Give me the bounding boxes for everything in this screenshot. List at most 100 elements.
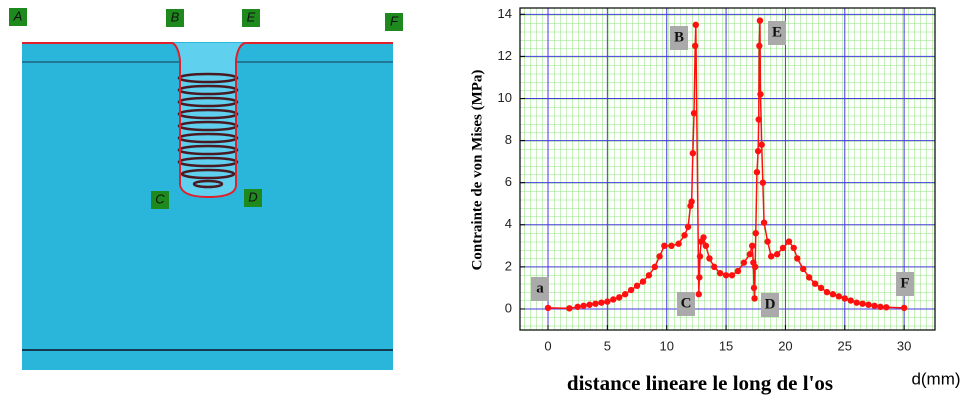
x-tick-label: 5 [604,338,611,353]
data-point [688,198,695,205]
annotation-box [677,292,695,316]
data-point [734,267,742,275]
label-box [151,191,169,209]
data-point [598,299,605,306]
data-point [702,242,710,250]
data-point [574,303,581,311]
data-point [681,232,688,239]
data-point [823,288,831,296]
data-point [811,280,819,287]
y-tick-label: 0 [505,300,512,315]
data-point [633,282,641,290]
data-point [773,251,781,258]
x-tick-label: 30 [897,338,911,353]
data-point [668,242,675,250]
data-point [656,253,663,260]
data-point [790,244,797,252]
data-point [621,291,629,298]
annotation-box [761,293,779,317]
annotation: E [772,24,782,40]
data-point [760,219,768,226]
annotation: D [765,296,776,312]
data-point [764,238,771,245]
x-tick-label: 0 [544,338,551,353]
data-point [696,274,703,281]
data-point [877,303,884,311]
annotation-box [896,272,914,296]
annotation: C [681,295,692,311]
point-label: A [13,8,23,23]
y-tick-label: 12 [498,48,512,63]
data-point [544,304,552,312]
data-point [835,293,843,300]
data-point [651,263,659,271]
data-point [841,295,848,302]
data-point [700,234,707,241]
annotation-box [768,21,786,45]
data-point [853,299,860,306]
label-box [244,189,262,207]
data-point [616,294,623,301]
data-point [639,278,647,285]
data-point [692,42,699,50]
data-point [706,255,713,262]
point-label: C [155,191,165,206]
data-point [711,263,718,271]
data-point [805,274,813,281]
data-point [692,21,700,29]
data-point [716,269,724,277]
data-point [758,141,765,148]
data-point [689,150,697,157]
data-point [740,259,748,266]
data-point [779,244,787,252]
data-point [755,116,762,123]
y-tick-label: 6 [505,174,512,189]
annotations: a B C D E F [531,21,914,317]
data-point [752,229,759,237]
data-point [627,286,635,294]
point-label: F [390,13,399,28]
data-point [675,240,682,247]
label-box [242,9,260,27]
data-point [753,168,761,176]
point-label: B [171,9,180,24]
data-point [592,300,599,307]
y-tick-label: 8 [505,132,512,147]
data-point [794,255,801,262]
data-point [767,253,775,260]
data-point [580,302,587,309]
y-axis-title: Contrainte de von Mises (MPa) [469,70,485,271]
data-point [696,253,704,260]
y-tick-label: 10 [498,90,512,105]
data-point [829,291,837,298]
data-point [883,304,890,311]
data-point [751,263,759,271]
data-point [865,301,872,308]
data-point [800,265,807,273]
chart: 0 2 4 6 8 10 12 14 0 5 10 15 20 25 30 [498,6,936,353]
data-point [684,223,692,231]
label-box [9,8,27,26]
y-tick-label: 14 [498,6,512,21]
label-box [166,9,184,27]
label-box [385,13,403,31]
x-tick-label: 25 [838,338,852,353]
data-point [610,296,617,303]
data-point [759,179,767,186]
data-point [754,147,762,155]
x-unit-label: d(mm) [911,369,960,388]
data-point [722,272,730,279]
x-tick-label: 10 [659,338,673,353]
data-point [728,272,736,279]
data-point [695,291,702,298]
x-axis-title: distance lineare le long de l'os [567,371,833,395]
data-point [871,302,878,309]
annotation-box [670,26,688,50]
point-label: D [248,189,257,204]
annotation: B [674,29,684,45]
data-point [756,17,764,24]
data-point [645,272,653,279]
data-point [756,42,763,50]
